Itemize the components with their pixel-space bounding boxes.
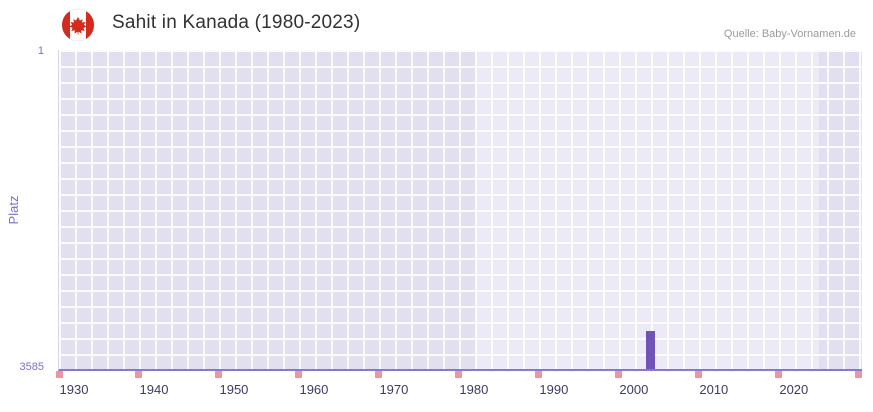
x-tick-1940: 1940 [139, 382, 169, 397]
baseline-mark-1968 [375, 371, 383, 378]
baseline-mark-1928 [55, 371, 63, 378]
x-tick-1990: 1990 [539, 382, 569, 397]
chart-title: Sahit in Kanada (1980-2023) [112, 12, 361, 33]
baseline-mark-1978 [455, 371, 463, 378]
baseline-mark-2018 [775, 371, 783, 378]
baseline-mark-2008 [695, 371, 703, 378]
x-tick-1950: 1950 [219, 382, 249, 397]
x-tick-2000: 2000 [619, 382, 649, 397]
x-tick-2020: 2020 [779, 382, 809, 397]
x-tick-2010: 2010 [699, 382, 729, 397]
baseline-mark-1938 [135, 371, 143, 378]
y-tick-max: 1 [37, 45, 44, 57]
y-tick-min: 3585 [19, 361, 44, 373]
x-tick-1970: 1970 [379, 382, 409, 397]
x-tick-1930: 1930 [59, 382, 89, 397]
baseline-mark-2028 [855, 371, 863, 378]
source-attribution: Quelle: Baby-Vornamen.de [723, 28, 856, 40]
bar-2002[interactable] [646, 331, 656, 369]
y-axis-title: Platz [6, 195, 21, 225]
canada-flag-icon [61, 8, 95, 42]
x-tick-1980: 1980 [459, 382, 489, 397]
baseline-mark-1998 [615, 371, 623, 378]
plot-area [55, 50, 863, 378]
baseline-mark-1958 [295, 371, 303, 378]
baseline-mark-1948 [215, 371, 223, 378]
baseline-mark-1988 [535, 371, 543, 378]
grid-lines [59, 50, 862, 369]
x-tick-1960: 1960 [299, 382, 329, 397]
x-axis: 1930 1940 1950 1960 1970 1980 1990 2000 2010 2020 [58, 382, 861, 402]
